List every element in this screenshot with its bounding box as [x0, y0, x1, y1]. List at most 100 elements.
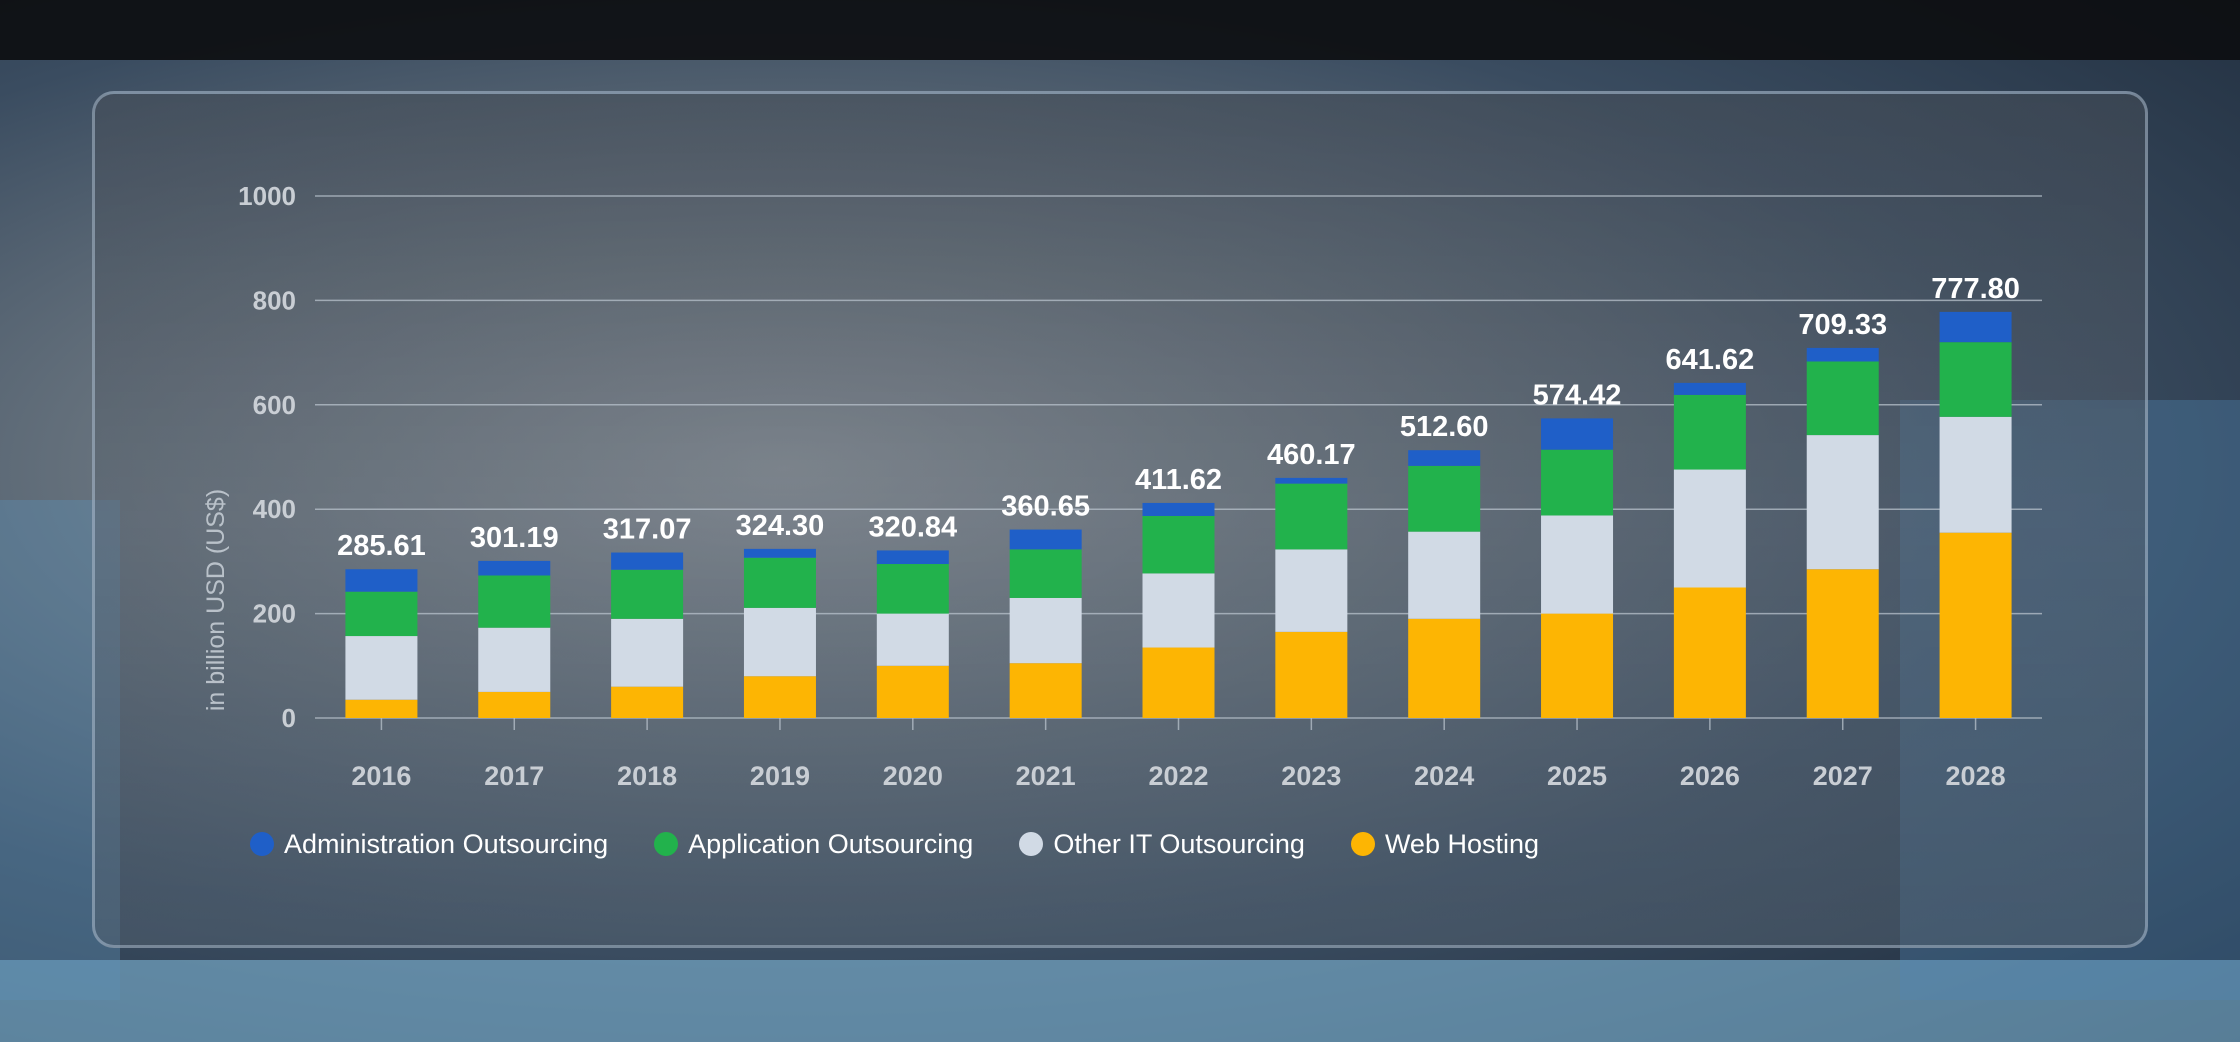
bar-segment: [876, 550, 949, 565]
total-label: 324.30: [736, 510, 825, 542]
bar-segment: [1142, 515, 1215, 574]
bar-segment: [1009, 597, 1082, 664]
bar-segment: [1541, 449, 1614, 516]
bar-segment: [876, 613, 949, 666]
bar-segment: [876, 665, 949, 718]
bar-segment: [1275, 631, 1348, 718]
bar-segment: [1142, 647, 1215, 718]
total-label: 411.62: [1135, 464, 1222, 496]
bar-segment: [1939, 311, 2012, 343]
bar-segment: [1275, 477, 1348, 484]
total-labels: 285.61 301.19 317.07 324.30 320.84 360.65 411.…: [337, 273, 2020, 562]
bar-segment: [478, 627, 551, 692]
legend-label: Administration Outsourcing: [284, 828, 609, 859]
bar-segment: [478, 560, 551, 576]
x-tick-label: 2017: [484, 761, 544, 791]
x-tick-label: 2018: [617, 761, 677, 791]
bar-segment: [1009, 663, 1082, 718]
bar-segment: [1939, 532, 2012, 718]
bar-segment: [345, 569, 418, 592]
bar-segment: [1541, 418, 1614, 450]
legend-dot: [250, 832, 274, 856]
bar-segment: [743, 607, 816, 677]
total-label: 777.80: [1931, 273, 2020, 305]
x-tick-label: 2023: [1281, 761, 1341, 791]
bar-segment: [1806, 569, 1879, 718]
x-axis-ticks: 2016 2017 2018 2019 2020 2021 2022 2023 2024 2025…: [351, 718, 2006, 791]
legend-item-application-outsourcing[interactable]: Application Outsourcing: [654, 829, 973, 860]
bar-segment: [1673, 382, 1746, 395]
chart-card: [92, 91, 2148, 948]
legend-item-other-it-outsourcing[interactable]: Other IT Outsourcing: [1019, 829, 1305, 860]
y-tick-label: 0: [282, 703, 296, 733]
bar-segment: [1009, 549, 1082, 598]
bar-segment: [345, 591, 418, 637]
bar-segment: [743, 548, 816, 558]
bar-segment: [1142, 573, 1215, 648]
bar-segment: [1275, 483, 1348, 550]
total-label: 285.61: [337, 530, 426, 562]
x-tick-label: 2020: [883, 761, 943, 791]
legend-item-administration-outsourcing[interactable]: Administration Outsourcing: [250, 829, 608, 860]
bars: [345, 311, 2012, 718]
bar-segment: [1408, 450, 1481, 466]
legend: Administration Outsourcing Application O…: [250, 826, 1585, 862]
total-label: 460.17: [1267, 439, 1356, 471]
y-tick-label: 400: [253, 494, 296, 524]
bar-segment: [611, 686, 684, 718]
x-tick-label: 2024: [1414, 761, 1474, 791]
bar-segment: [611, 569, 684, 619]
legend-dot: [654, 832, 679, 856]
total-label: 301.19: [470, 522, 559, 554]
legend-dot: [1350, 832, 1375, 856]
bar-segment: [1673, 469, 1746, 588]
bar-segment: [611, 618, 684, 687]
bar-segment: [478, 575, 551, 628]
total-label: 641.62: [1666, 344, 1755, 376]
y-axis-ticks: 0 200 400 600 800 1000: [238, 181, 296, 733]
legend-item-web-hosting[interactable]: Web Hosting: [1350, 828, 1540, 860]
bar-segment: [345, 636, 418, 700]
bar-segment: [1408, 531, 1481, 619]
legend-label: Other IT Outsourcing: [1053, 828, 1305, 859]
bar-segment: [1408, 465, 1481, 532]
bar-segment: [876, 564, 949, 614]
bar-segment: [743, 676, 816, 718]
bar-segment: [1939, 416, 2012, 533]
bar-segment: [743, 557, 816, 608]
x-tick-label: 2021: [1016, 761, 1076, 791]
total-label: 320.84: [868, 511, 957, 543]
bar-segment: [345, 699, 418, 718]
bar-segment: [478, 691, 551, 718]
bar-segment: [1806, 435, 1879, 570]
legend-label: Web Hosting: [1384, 828, 1540, 859]
x-tick-label: 2016: [351, 761, 411, 791]
bar-segment: [1673, 587, 1746, 718]
total-label: 709.33: [1798, 309, 1887, 341]
total-label: 317.07: [603, 514, 692, 546]
bar-segment: [1806, 361, 1879, 436]
y-tick-label: 800: [253, 285, 296, 315]
total-label: 574.42: [1533, 379, 1622, 411]
x-tick-label: 2027: [1813, 761, 1873, 791]
x-tick-label: 2022: [1148, 761, 1208, 791]
total-label: 360.65: [1001, 491, 1090, 523]
y-axis-label: in billion USD (US$): [202, 489, 230, 711]
bar-segment: [1806, 347, 1879, 362]
bar-segment: [1541, 515, 1614, 614]
bar-segment: [611, 552, 684, 570]
bar-segment: [1673, 394, 1746, 470]
x-tick-label: 2028: [1946, 761, 2006, 791]
x-tick-label: 2019: [750, 761, 810, 791]
bar-segment: [1275, 549, 1348, 632]
bar-segment: [1408, 618, 1481, 718]
bar-segment: [1009, 529, 1082, 550]
bar-segment: [1939, 342, 2012, 417]
x-tick-label: 2025: [1547, 761, 1607, 791]
x-tick-label: 2026: [1680, 761, 1740, 791]
total-label: 512.60: [1400, 411, 1489, 443]
bar-segment: [1541, 613, 1614, 718]
y-tick-label: 600: [253, 390, 296, 420]
y-tick-label: 200: [253, 599, 296, 629]
